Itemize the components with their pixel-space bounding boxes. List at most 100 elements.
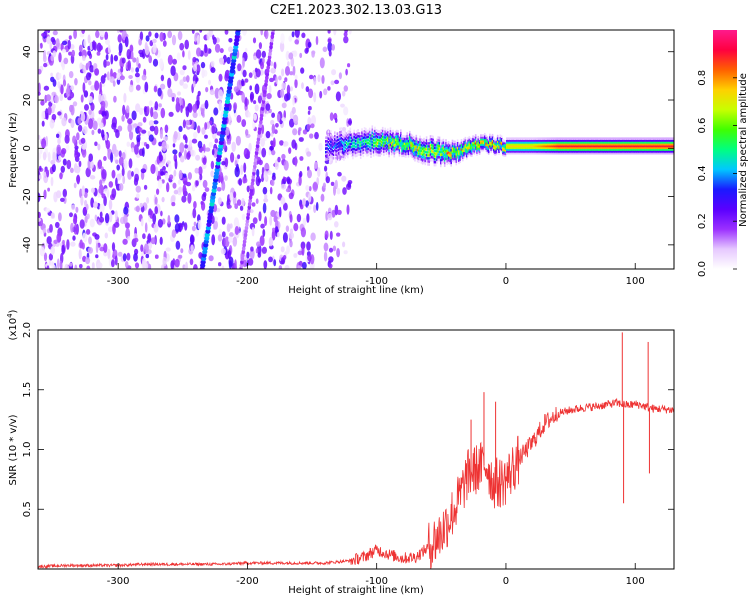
spectrogram-cell: [145, 143, 150, 150]
spectrogram-signal-cell: [481, 137, 483, 141]
spectrogram-signal-cell: [618, 148, 620, 151]
spectrogram-signal-cell: [609, 148, 611, 151]
spectrogram-signal-cell: [330, 147, 332, 151]
spectrogram-signal-cell: [446, 149, 449, 153]
spectrogram-cell: [139, 202, 143, 208]
spectrogram-signal-cell: [624, 146, 627, 150]
spectrogram-cell: [153, 223, 159, 233]
spectrogram-signal-cell: [423, 149, 425, 152]
spectrogram-cell: [123, 206, 129, 215]
spectrogram-signal-cell: [600, 142, 602, 146]
spectrogram-signal-cell: [621, 150, 623, 153]
spectrogram-signal-cell: [353, 138, 355, 142]
spectrogram-signal-cell: [548, 148, 551, 151]
spectrogram-cell: [148, 120, 154, 127]
spectrogram-signal-cell: [491, 144, 494, 148]
spectrogram-signal-cell: [372, 135, 375, 139]
spectrogram-signal-cell: [412, 152, 415, 155]
spectrogram-signal-cell: [463, 156, 465, 159]
spectrogram-signal-cell: [615, 146, 618, 150]
spectrogram-signal-cell: [365, 130, 367, 134]
spectrogram-signal-cell: [617, 150, 619, 153]
spectrogram-signal-cell: [481, 134, 483, 137]
spectrogram-cell: [308, 186, 312, 192]
spectrogram-signal-cell: [357, 141, 359, 144]
spectrogram-signal-cell: [574, 144, 577, 148]
spectrogram-signal-cell: [535, 141, 538, 144]
spectrogram-signal-cell: [353, 147, 355, 151]
spectrogram-signal-cell: [608, 146, 610, 150]
spectrogram-signal-cell: [330, 140, 332, 144]
spectrogram-signal-cell: [631, 139, 633, 142]
spectrogram-signal-cell: [537, 144, 539, 148]
spectrogram-signal-cell: [618, 141, 620, 144]
spectrogram-signal-cell: [495, 145, 498, 148]
spectrogram-signal-cell: [356, 145, 358, 148]
spectrogram-signal-cell: [619, 142, 622, 146]
spectrogram-signal-cell: [630, 150, 632, 153]
spectrogram-signal-cell: [498, 137, 500, 141]
spectrogram-cell: [167, 30, 173, 39]
spectrogram-signal-cell: [486, 138, 489, 141]
spectrogram-signal-cell: [668, 151, 671, 155]
spectrogram-signal-cell: [621, 137, 623, 140]
spectrogram-cell: [218, 73, 223, 82]
spectrogram-signal-cell: [414, 142, 416, 146]
spectrogram-cell: [194, 167, 199, 174]
spectrogram-signal-cell: [619, 148, 622, 151]
spectrogram-cell: [38, 152, 42, 161]
spectrogram-cell: [158, 154, 164, 162]
spectrogram-signal-cell: [534, 142, 536, 146]
spectrogram-signal-cell: [341, 141, 344, 144]
spectrogram-cell: [157, 179, 163, 189]
spectrogram-signal-cell: [477, 150, 480, 154]
spectrogram-signal-cell: [631, 151, 633, 155]
spectrogram-signal-cell: [610, 148, 613, 151]
spectrogram-signal-cell: [425, 151, 428, 154]
spectrogram-signal-cell: [465, 146, 468, 149]
spectrogram-signal-cell: [469, 143, 472, 147]
spectrogram-signal-cell: [370, 149, 372, 152]
spectrogram-cell: [270, 67, 276, 74]
spectrogram-signal-cell: [441, 158, 443, 162]
spectrogram-signal-cell: [498, 146, 500, 150]
spectrogram-signal-cell: [663, 148, 666, 151]
spectrogram-signal-cell: [543, 139, 545, 142]
spectrogram-cell: [130, 67, 134, 73]
spectrogram-cell: [104, 31, 109, 41]
spectrogram-signal-cell: [504, 139, 507, 143]
spectrogram-signal-cell: [559, 150, 561, 153]
spectrogram-signal-cell: [588, 137, 591, 140]
spectrogram-signal-cell: [451, 154, 454, 158]
spectrogram-signal-cell: [575, 148, 578, 151]
spectrogram-cell: [135, 205, 140, 213]
spectrogram-cell: [197, 125, 201, 134]
spectrogram-cell: [268, 85, 272, 94]
spectrogram-signal-cell: [615, 139, 618, 142]
spectrogram-signal-cell: [334, 151, 336, 155]
spectrogram-cell: [270, 209, 276, 218]
spectrogram-signal-cell: [405, 137, 407, 141]
spectrogram-signal-cell: [657, 141, 659, 144]
spectrogram-cell: [328, 50, 332, 57]
spectrogram-signal-cell: [398, 136, 401, 140]
spectrogram-signal-cell: [612, 148, 614, 151]
spectrogram-cell: [160, 83, 166, 90]
spectrogram-signal-cell: [460, 139, 463, 142]
spectrogram-cell: [195, 154, 201, 161]
spectrogram-signal-cell: [597, 150, 600, 153]
spectrogram-signal-cell: [400, 146, 402, 150]
spectrogram-signal-cell: [340, 153, 343, 156]
spectrogram-signal-cell: [672, 150, 674, 153]
spectrogram-cell: [171, 229, 177, 238]
spectrogram-signal-cell: [643, 142, 645, 146]
spectrogram-signal-cell: [511, 142, 513, 146]
spectrogram-signal-cell: [560, 148, 562, 151]
spectrogram-cell: [105, 54, 109, 61]
spectrogram-cell: [310, 232, 316, 241]
spectrogram-signal-cell: [362, 142, 365, 145]
spectrogram-cell: [179, 142, 185, 154]
spectrogram-cell: [208, 255, 214, 262]
spectrogram-signal-cell: [658, 142, 661, 146]
spectrogram-signal-cell: [356, 133, 358, 136]
